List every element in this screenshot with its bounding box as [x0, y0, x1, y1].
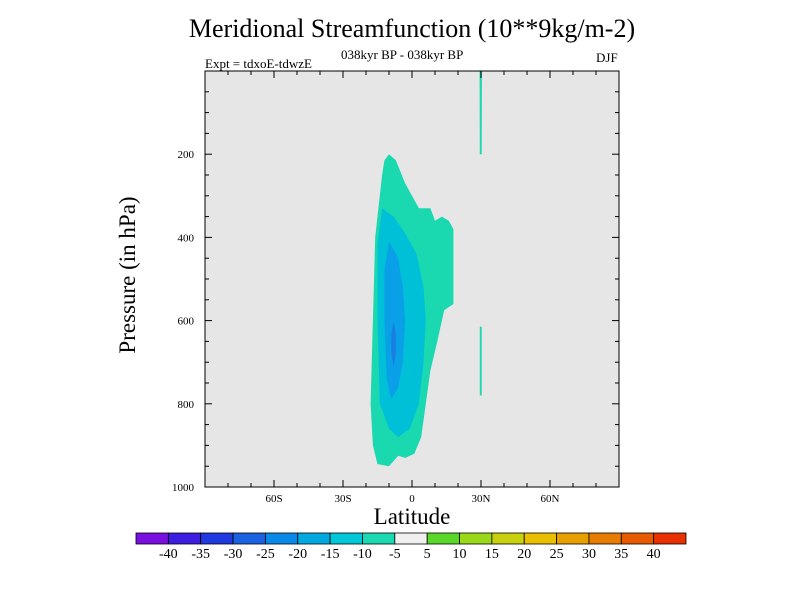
- x-tick-label: 30N: [472, 493, 491, 505]
- colorbar-label: -20: [288, 547, 307, 562]
- y-tick-label: 800: [178, 399, 195, 411]
- y-tick-label: 1000: [172, 482, 195, 494]
- contour-region-1: [479, 71, 482, 155]
- x-tick-label: 60S: [265, 493, 282, 505]
- colorbar-swatch: [653, 532, 687, 545]
- colorbar-swatch: [491, 532, 525, 545]
- x-tick-label: 60N: [541, 493, 560, 505]
- colorbar-label: -30: [224, 547, 243, 562]
- y-tick-label: 400: [178, 232, 195, 244]
- colorbar-swatch: [426, 532, 460, 545]
- colorbar-swatch: [523, 532, 557, 545]
- colorbar-label: 5: [424, 547, 431, 562]
- experiment-label: Expt = tdxoE-tdwzE: [205, 56, 312, 71]
- colorbar-label: 30: [582, 547, 596, 562]
- colorbar-swatch: [620, 532, 655, 545]
- x-tick-label: 30S: [334, 493, 351, 505]
- colorbar-label: -35: [191, 547, 210, 562]
- contour-region-5: [391, 320, 396, 367]
- colorbar-label: -25: [256, 547, 275, 562]
- colorbar-swatch: [200, 532, 234, 545]
- contour-region-2: [479, 326, 482, 396]
- colorbar-swatch: [394, 532, 428, 545]
- colorbar-label: -10: [353, 547, 372, 562]
- colorbar-swatch: [135, 532, 169, 545]
- time-range-label: 038kyr BP - 038kyr BP: [341, 47, 464, 62]
- colorbar-label: -40: [159, 547, 178, 562]
- colorbar-swatch: [362, 532, 396, 545]
- contour-region-4: [384, 241, 406, 400]
- colorbar-label: 35: [614, 547, 628, 562]
- colorbar-label: -15: [321, 547, 340, 562]
- y-tick-label: 200: [178, 149, 195, 161]
- colorbar-swatch: [167, 532, 202, 545]
- y-tick-label: 600: [178, 316, 195, 328]
- colorbar-label: 25: [550, 547, 564, 562]
- colorbar-swatch: [459, 532, 493, 545]
- x-tick-label: 0: [409, 493, 415, 505]
- colorbar-swatch: [556, 532, 590, 545]
- colorbar-swatch: [329, 532, 363, 545]
- colorbar-swatch: [297, 532, 331, 545]
- colorbar-label: 10: [453, 547, 467, 562]
- colorbar-label: 20: [517, 547, 531, 562]
- colorbar-swatch: [588, 532, 622, 545]
- x-axis-label: Latitude: [373, 504, 451, 529]
- colorbar-label: 15: [485, 547, 499, 562]
- colorbar-label: 40: [647, 547, 661, 562]
- season-label: DJF: [596, 50, 618, 65]
- colorbar-swatch: [232, 532, 266, 545]
- chart-title: Meridional Streamfunction (10**9kg/m-2): [188, 14, 636, 43]
- colorbar-swatch: [265, 532, 299, 545]
- colorbar-label: -5: [389, 547, 401, 562]
